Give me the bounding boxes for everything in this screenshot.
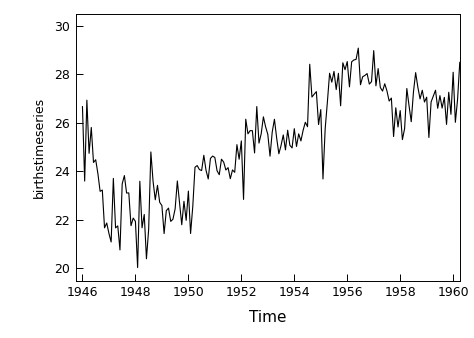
Y-axis label: birthstimeseries: birthstimeseries: [33, 96, 46, 198]
X-axis label: Time: Time: [249, 310, 287, 325]
